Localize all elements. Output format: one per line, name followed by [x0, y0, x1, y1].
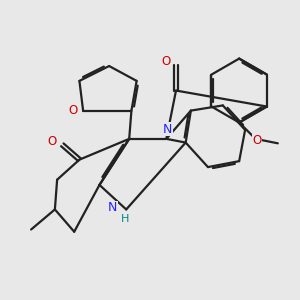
Text: O: O — [252, 134, 262, 147]
Text: O: O — [68, 104, 77, 117]
Text: H: H — [121, 214, 129, 224]
Text: O: O — [47, 135, 56, 148]
Text: N: N — [163, 123, 172, 136]
Text: O: O — [161, 55, 170, 68]
Text: N: N — [108, 202, 118, 214]
